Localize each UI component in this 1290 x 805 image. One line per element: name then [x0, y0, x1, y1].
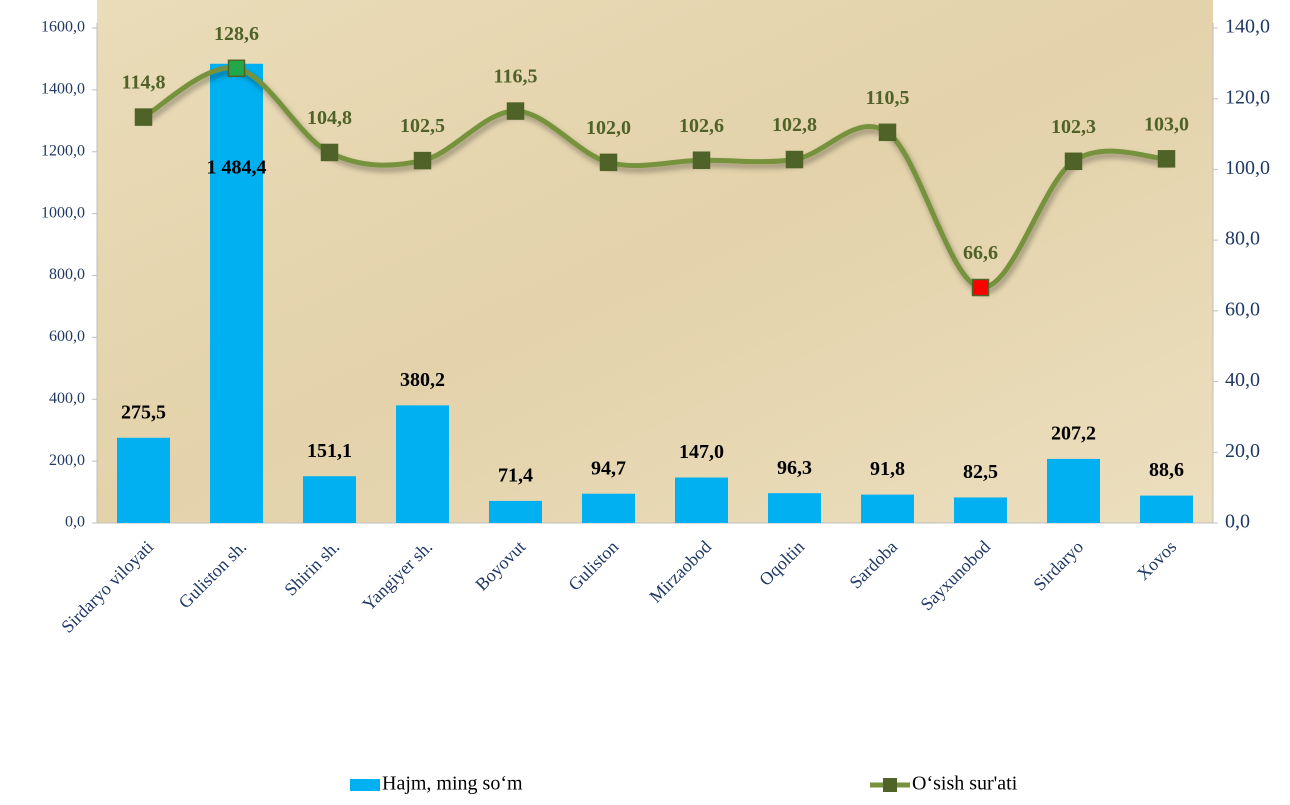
line-value-label: 66,6 [963, 242, 998, 264]
line-value-label: 102,0 [586, 117, 631, 139]
y-tick-label: 1200,0 [41, 142, 85, 159]
bar [954, 497, 1007, 523]
y-tick-label: 800,0 [49, 266, 85, 283]
y2-tick-label: 120,0 [1225, 86, 1270, 108]
bar-value-label: 96,3 [777, 457, 812, 479]
bar [489, 500, 542, 523]
bar [303, 476, 356, 523]
x-tick-label: Sardoba [845, 537, 901, 593]
bar-value-label: 1 484,4 [207, 156, 267, 178]
line-marker [227, 59, 246, 78]
line-marker [599, 153, 618, 172]
y-tick-label: 0,0 [65, 514, 85, 531]
x-tick-label: Boyovut [471, 537, 529, 595]
x-tick-label: Guliston [564, 537, 622, 595]
line-marker [134, 108, 153, 126]
line-marker [878, 123, 897, 142]
line-marker [692, 151, 711, 169]
line-marker [1064, 152, 1083, 171]
bar-value-label: 91,8 [870, 458, 905, 480]
legend-marker [883, 778, 897, 792]
x-tick-label: Sirdaryo [1029, 537, 1087, 595]
y2-tick-label: 100,0 [1225, 157, 1270, 179]
line-value-label: 110,5 [866, 87, 910, 109]
bar-value-label: 275,5 [121, 401, 166, 423]
line-value-label: 116,5 [494, 66, 538, 88]
legend-label: O‘sish sur'ati [912, 773, 1018, 795]
bar-value-label: 71,4 [498, 465, 533, 487]
line-marker [320, 143, 339, 162]
bar [1140, 495, 1193, 523]
x-tick-label: Yangiyer sh. [358, 537, 436, 615]
y-tick-label: 1400,0 [41, 81, 85, 98]
bar [768, 493, 821, 523]
y-tick-label: 1600,0 [41, 19, 85, 36]
x-tick-label: Guliston sh. [175, 537, 251, 613]
line [142, 65, 1167, 291]
y2-tick-label: 60,0 [1225, 298, 1260, 320]
bar-value-label: 380,2 [400, 369, 445, 391]
y-tick-label: 200,0 [49, 452, 85, 469]
legend-label: Hajm, ming so‘m [382, 773, 523, 795]
bar [396, 405, 449, 523]
line-value-label: 102,6 [679, 115, 724, 137]
y2-tick-label: 20,0 [1225, 440, 1260, 462]
line-marker [413, 151, 432, 170]
bar [861, 494, 914, 523]
y-tick-label: 600,0 [49, 328, 85, 345]
line-value-label: 114,8 [122, 72, 166, 94]
line-value-label: 102,5 [400, 115, 445, 137]
x-tick-label: Mirzaobod [645, 537, 715, 607]
y-tick-label: 400,0 [49, 390, 85, 407]
bar [582, 493, 635, 523]
bar-value-label: 82,5 [963, 461, 998, 483]
line-value-label: 128,6 [214, 23, 259, 45]
y-tick-label: 1000,0 [41, 204, 85, 221]
x-tick-label: Xovos [1133, 537, 1180, 584]
legend-swatch [350, 779, 380, 791]
x-tick-label: Shirin sh. [280, 537, 343, 600]
x-tick-label: Sayxunobod [916, 537, 994, 615]
x-tick-label: Sirdaryo viloyati [57, 537, 157, 637]
line-value-label: 102,8 [772, 114, 817, 136]
bar [117, 437, 170, 523]
plot-background [97, 0, 1213, 523]
line-value-label: 103,0 [1144, 113, 1189, 135]
line-marker [1157, 150, 1176, 168]
y2-tick-label: 140,0 [1225, 16, 1270, 38]
bar-value-label: 147,0 [679, 441, 724, 463]
bar-value-label: 94,7 [591, 457, 626, 479]
bar-value-label: 151,1 [307, 440, 352, 462]
y2-tick-label: 0,0 [1225, 511, 1250, 533]
y2-tick-label: 80,0 [1225, 228, 1260, 250]
line-marker [506, 102, 525, 120]
line-marker [971, 278, 990, 297]
line-value-label: 104,8 [307, 107, 352, 129]
y2-tick-label: 40,0 [1225, 369, 1260, 391]
line-value-label: 102,3 [1051, 116, 1096, 138]
bar-value-label: 207,2 [1051, 422, 1096, 444]
bar [675, 477, 728, 523]
bar [1047, 458, 1100, 523]
x-tick-label: Oqoltin [755, 537, 808, 590]
bar [210, 63, 263, 524]
line-marker [785, 150, 804, 169]
bar-value-label: 88,6 [1149, 459, 1184, 481]
